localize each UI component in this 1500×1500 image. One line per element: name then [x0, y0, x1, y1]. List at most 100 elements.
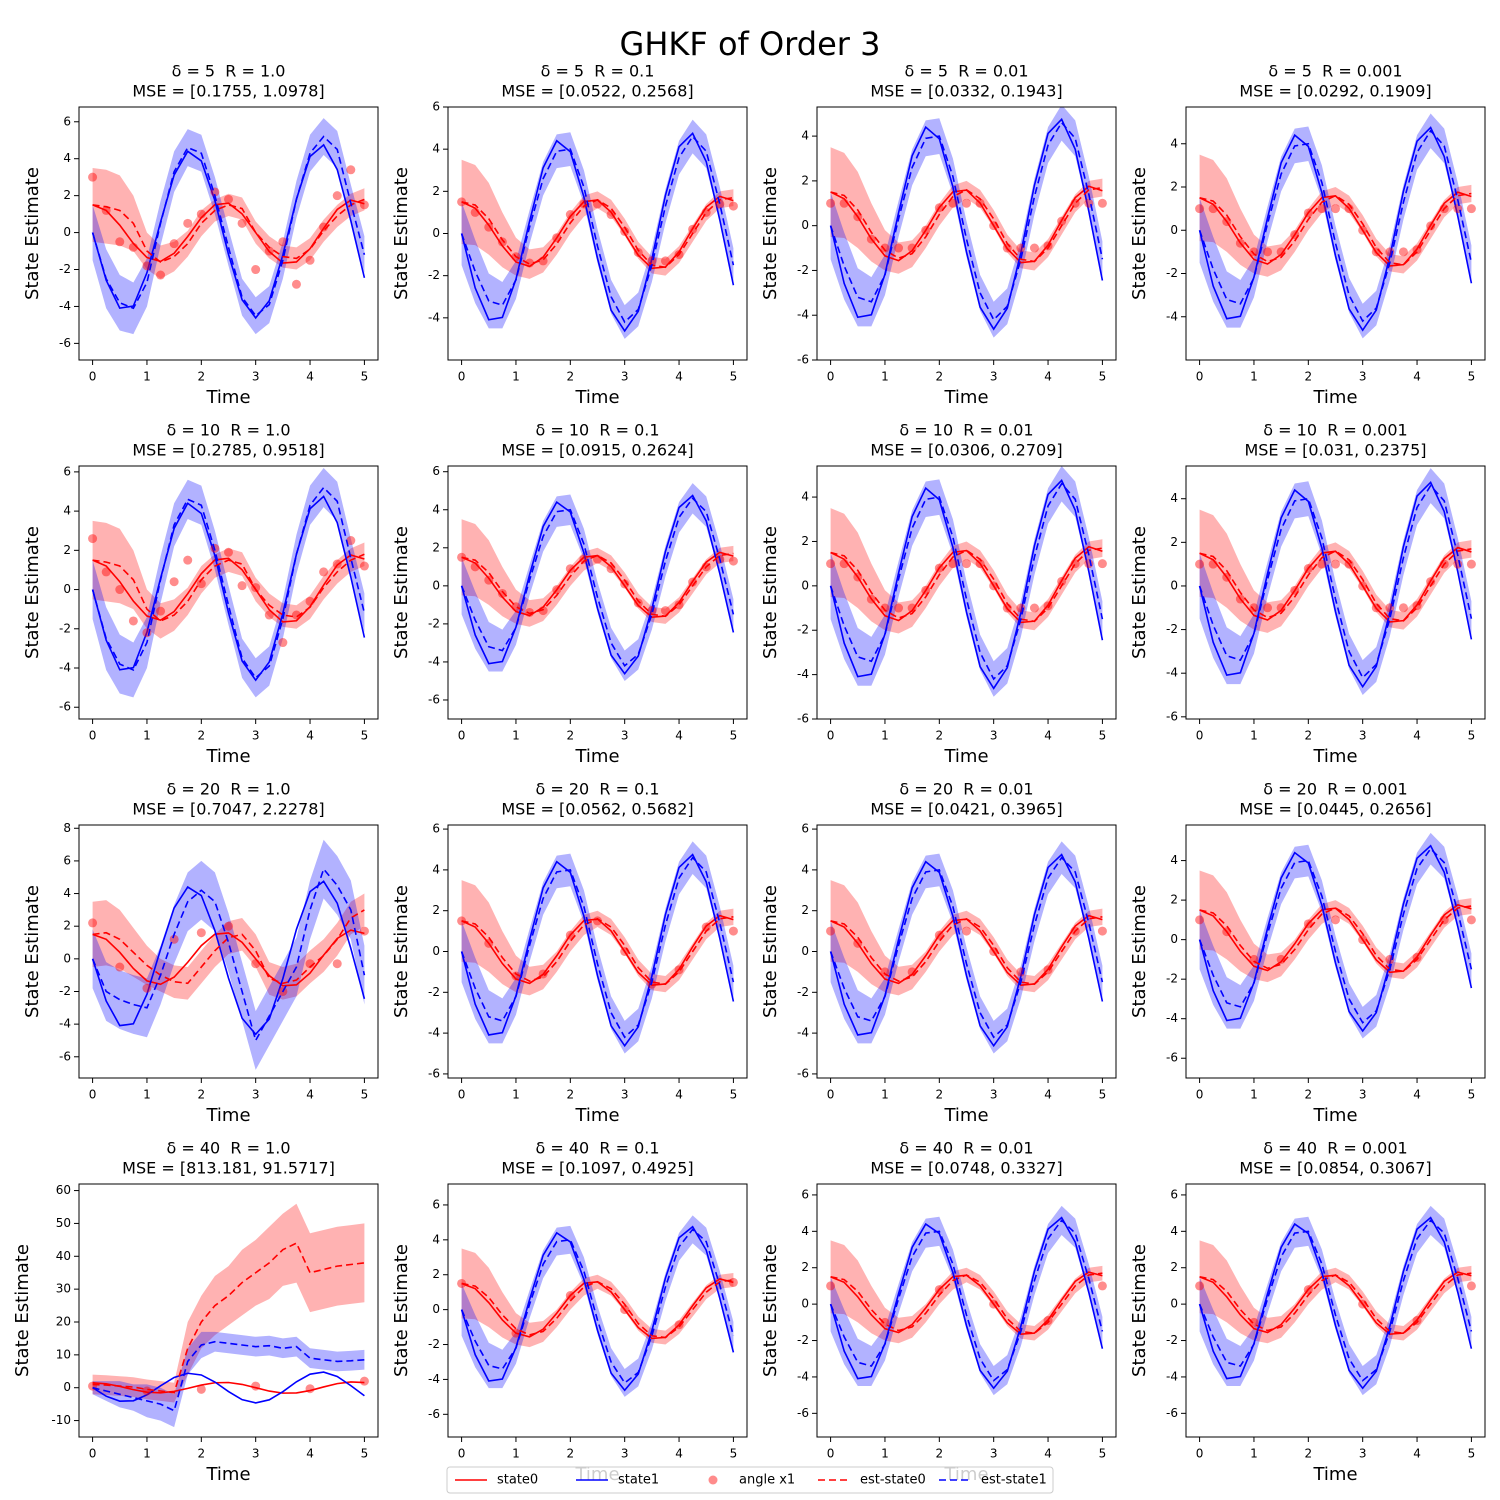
y-tick-label: 0 [63, 225, 71, 239]
measurement-point [196, 928, 206, 938]
y-tick-label: -2 [59, 621, 71, 635]
error-band [92, 467, 365, 698]
x-tick-label: 4 [675, 370, 683, 384]
plot-area [1195, 832, 1476, 1039]
y-tick-label: 4 [432, 862, 440, 876]
y-tick-label: -6 [1166, 709, 1178, 723]
y-tick-label: -6 [59, 700, 71, 714]
series-line [92, 198, 365, 264]
measurement-point [128, 616, 138, 626]
y-tick-label: 0 [432, 226, 440, 240]
measurement-point [880, 1317, 890, 1327]
measurement-point [264, 610, 274, 620]
subplot-subtitle: MSE = [0.0332, 0.1943] [870, 82, 1062, 101]
y-tick-label: -4 [59, 661, 71, 675]
x-tick-label: 2 [197, 729, 205, 743]
subplot-subtitle: MSE = [0.0854, 0.3067] [1239, 1159, 1431, 1178]
measurement-point [826, 198, 836, 208]
measurement-point [1097, 926, 1107, 936]
measurement-point [291, 610, 301, 620]
y-tick-label: -4 [1166, 666, 1178, 680]
error-band [830, 1205, 1103, 1396]
measurement-point [1029, 603, 1039, 613]
measurement-point [183, 218, 193, 228]
y-tick-label: -6 [428, 692, 440, 706]
subplot-title: δ = 20 R = 1.0 [166, 780, 290, 799]
x-tick-label: 4 [675, 1447, 683, 1461]
y-axis-label: State Estimate [391, 167, 412, 300]
subplot-subtitle: MSE = [0.1097, 0.4925] [501, 1159, 693, 1178]
measurement-point [934, 203, 944, 213]
measurement-point [115, 585, 125, 595]
measurement-point [359, 561, 369, 571]
measurement-point [156, 270, 166, 280]
y-tick-label: -6 [59, 1049, 71, 1063]
measurement-point [1398, 603, 1408, 613]
measurement-point [593, 199, 602, 209]
error-band [1199, 832, 1472, 1039]
x-axis-label: Time [1312, 1105, 1357, 1126]
x-tick-label: 3 [252, 1447, 260, 1461]
measurement-point [620, 579, 630, 589]
y-tick-label: 2 [801, 173, 809, 187]
measurement-point [1249, 247, 1259, 257]
measurement-point [251, 265, 261, 275]
x-tick-label: 4 [306, 370, 314, 384]
measurement-point [1195, 915, 1205, 925]
measurement-point [1195, 1281, 1205, 1291]
measurement-point [975, 559, 985, 569]
measurement-point [880, 243, 890, 253]
measurement-point [525, 607, 535, 617]
measurement-point [1097, 559, 1107, 569]
measurement-point [688, 224, 698, 234]
x-tick-label: 0 [827, 1447, 835, 1461]
measurement-point [880, 603, 890, 613]
x-tick-label: 3 [252, 729, 260, 743]
measurement-point [511, 971, 521, 981]
measurement-point [866, 594, 876, 604]
y-tick-label: -2 [797, 1333, 809, 1347]
measurement-point [1290, 585, 1300, 595]
measurement-point [484, 575, 494, 585]
measurement-point [224, 547, 233, 557]
measurement-point [1426, 221, 1436, 231]
y-tick-label: 0 [801, 1297, 809, 1311]
subplot-subtitle: MSE = [0.031, 0.2375] [1244, 441, 1426, 460]
error-band [1199, 113, 1472, 339]
measurement-point [237, 581, 247, 591]
series-line [92, 1381, 365, 1394]
x-tick-label: 2 [1304, 1447, 1312, 1461]
axes-frame [78, 824, 379, 1079]
y-tick-label: -2 [1166, 266, 1178, 280]
x-tick-label: 5 [730, 370, 738, 384]
measurement-point [962, 198, 971, 208]
subplot-subtitle: MSE = [0.0915, 0.2624] [501, 441, 693, 460]
y-axis-label: State Estimate [760, 167, 781, 300]
y-tick-label: 6 [432, 100, 440, 114]
subplot-title: δ = 40 R = 0.1 [535, 1139, 659, 1158]
y-tick-label: -2 [1166, 1333, 1178, 1347]
measurement-point [1276, 603, 1286, 613]
axes-frame [816, 465, 1117, 720]
measurement-point [346, 536, 356, 546]
measurement-point [101, 567, 111, 577]
x-tick-label: 3 [990, 370, 998, 384]
x-tick-label: 3 [621, 370, 629, 384]
y-tick-label: -2 [428, 985, 440, 999]
series-line [92, 909, 365, 985]
y-tick-label: -4 [1166, 1369, 1178, 1383]
series-line [92, 1340, 365, 1412]
x-tick-label: 1 [143, 1447, 151, 1461]
x-tick-label: 4 [1413, 370, 1421, 384]
measurement-point [470, 562, 480, 572]
measurement-point [606, 564, 616, 574]
y-axis-label: State Estimate [22, 167, 43, 300]
x-tick-label: 2 [1304, 370, 1312, 384]
measurement-point [332, 959, 342, 969]
measurement-point [224, 194, 233, 204]
measurement-point [196, 209, 206, 219]
axes-frame [1185, 465, 1486, 720]
x-tick-label: 1 [1250, 1088, 1258, 1102]
